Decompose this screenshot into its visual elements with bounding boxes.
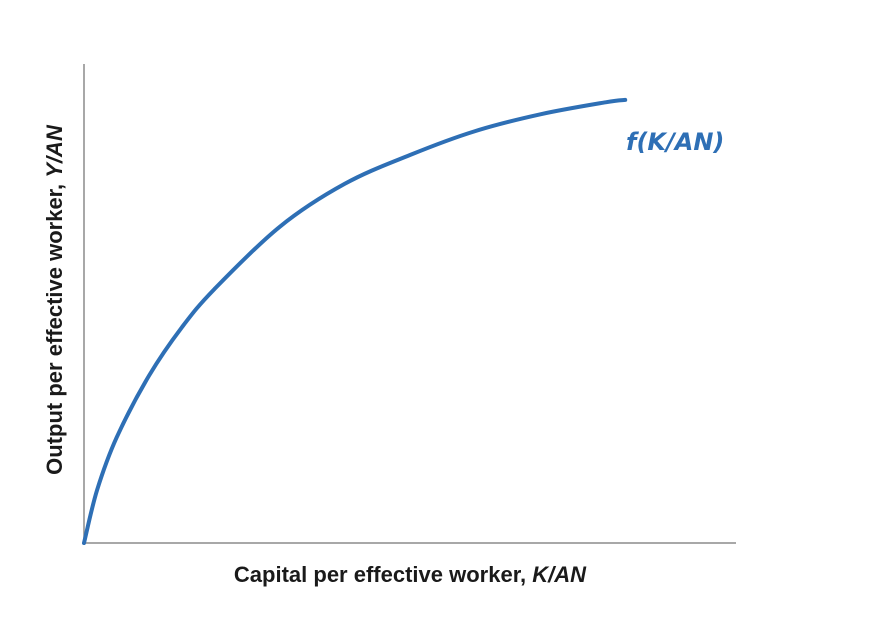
y-axis-title-text: Output per effective worker,	[42, 184, 67, 475]
x-axis-title: Capital per effective worker, K/AN	[234, 562, 587, 587]
y-axis-title: Output per effective worker, Y/AN	[42, 124, 67, 475]
x-axis-title-text: Capital per effective worker,	[234, 562, 526, 587]
series-label-f: f(K/AN)	[626, 128, 724, 156]
series-line-f	[82, 97, 628, 545]
y-axis-title-symbol: Y/AN	[42, 124, 67, 178]
x-axis-title-symbol: K/AN	[532, 562, 587, 587]
